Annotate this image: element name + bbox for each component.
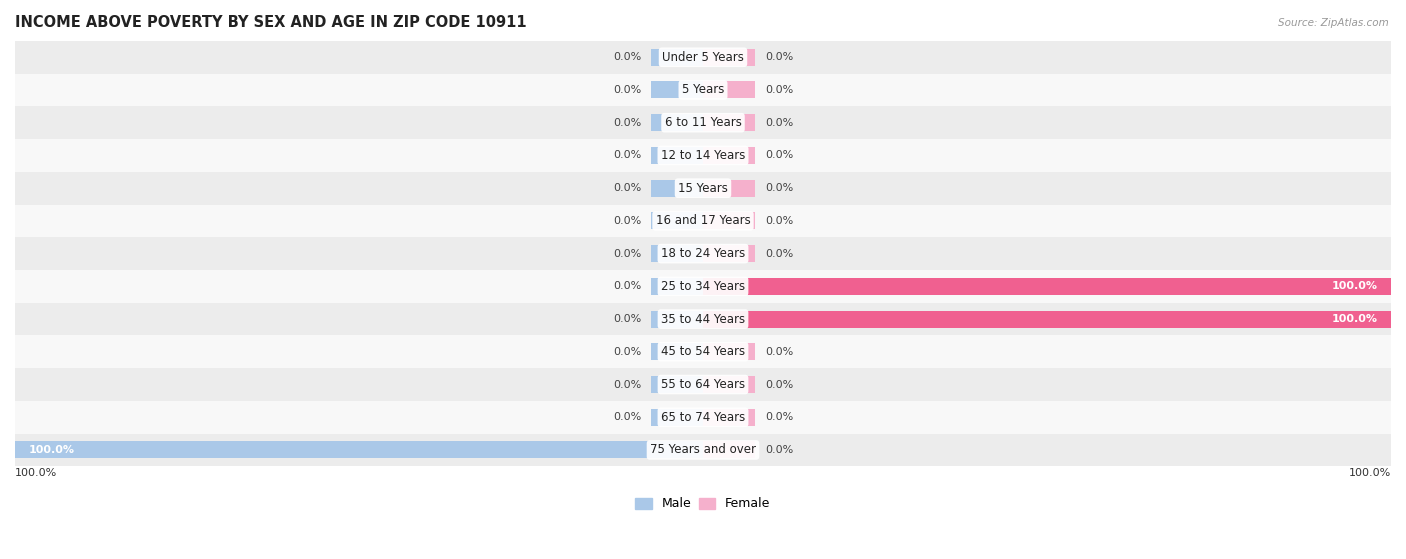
Bar <box>703 114 755 131</box>
Bar <box>651 82 703 98</box>
Bar <box>703 82 755 98</box>
Bar <box>651 311 703 328</box>
Bar <box>703 311 1391 328</box>
Text: 18 to 24 Years: 18 to 24 Years <box>661 247 745 260</box>
Bar <box>651 212 703 229</box>
Bar <box>651 376 703 393</box>
Text: 0.0%: 0.0% <box>613 216 641 226</box>
Text: 0.0%: 0.0% <box>613 183 641 193</box>
Legend: Male, Female: Male, Female <box>630 492 776 515</box>
Bar <box>15 335 1391 368</box>
Bar <box>703 278 1391 295</box>
Text: 0.0%: 0.0% <box>613 314 641 324</box>
Text: 12 to 14 Years: 12 to 14 Years <box>661 149 745 162</box>
Bar <box>15 303 1391 335</box>
Text: 65 to 74 Years: 65 to 74 Years <box>661 411 745 424</box>
Bar <box>651 245 703 262</box>
Bar <box>703 376 755 393</box>
Text: 6 to 11 Years: 6 to 11 Years <box>665 116 741 129</box>
Text: 35 to 44 Years: 35 to 44 Years <box>661 312 745 325</box>
Bar <box>15 442 703 458</box>
Text: 0.0%: 0.0% <box>765 183 793 193</box>
Bar <box>703 245 755 262</box>
Text: 0.0%: 0.0% <box>613 281 641 291</box>
Text: Source: ZipAtlas.com: Source: ZipAtlas.com <box>1278 18 1389 28</box>
Text: 0.0%: 0.0% <box>765 216 793 226</box>
Text: 55 to 64 Years: 55 to 64 Years <box>661 378 745 391</box>
Bar <box>651 147 703 164</box>
Bar <box>15 401 1391 434</box>
Text: 0.0%: 0.0% <box>613 118 641 127</box>
Bar <box>651 409 703 426</box>
Text: 100.0%: 100.0% <box>15 468 58 478</box>
Text: 0.0%: 0.0% <box>613 412 641 422</box>
Text: 0.0%: 0.0% <box>613 380 641 390</box>
Bar <box>703 179 755 197</box>
Text: 5 Years: 5 Years <box>682 83 724 97</box>
Bar <box>15 205 1391 237</box>
Text: 0.0%: 0.0% <box>613 347 641 357</box>
Bar <box>651 343 703 361</box>
Bar <box>15 368 1391 401</box>
Bar <box>15 106 1391 139</box>
Text: 100.0%: 100.0% <box>1331 281 1378 291</box>
Text: 16 and 17 Years: 16 and 17 Years <box>655 215 751 228</box>
Text: 100.0%: 100.0% <box>1331 314 1378 324</box>
Bar <box>651 278 703 295</box>
Bar <box>651 49 703 66</box>
Bar <box>703 49 755 66</box>
Bar <box>15 41 1391 74</box>
Text: 0.0%: 0.0% <box>613 52 641 62</box>
Bar <box>15 172 1391 205</box>
Text: 100.0%: 100.0% <box>28 445 75 455</box>
Text: 0.0%: 0.0% <box>613 85 641 95</box>
Text: 100.0%: 100.0% <box>1348 468 1391 478</box>
Text: 0.0%: 0.0% <box>765 150 793 160</box>
Text: INCOME ABOVE POVERTY BY SEX AND AGE IN ZIP CODE 10911: INCOME ABOVE POVERTY BY SEX AND AGE IN Z… <box>15 15 527 30</box>
Text: 0.0%: 0.0% <box>765 445 793 455</box>
Bar <box>703 147 755 164</box>
Bar <box>703 409 755 426</box>
Text: Under 5 Years: Under 5 Years <box>662 51 744 64</box>
Bar <box>703 343 755 361</box>
Bar <box>651 179 703 197</box>
Bar <box>15 237 1391 270</box>
Bar <box>703 442 755 458</box>
Text: 0.0%: 0.0% <box>765 118 793 127</box>
Text: 0.0%: 0.0% <box>765 412 793 422</box>
Text: 0.0%: 0.0% <box>765 85 793 95</box>
Text: 45 to 54 Years: 45 to 54 Years <box>661 345 745 358</box>
Text: 0.0%: 0.0% <box>765 249 793 259</box>
Text: 25 to 34 Years: 25 to 34 Years <box>661 280 745 293</box>
Text: 0.0%: 0.0% <box>613 249 641 259</box>
Text: 0.0%: 0.0% <box>765 347 793 357</box>
Bar <box>15 139 1391 172</box>
Bar <box>651 114 703 131</box>
Text: 75 Years and over: 75 Years and over <box>650 443 756 457</box>
Text: 0.0%: 0.0% <box>765 52 793 62</box>
Bar <box>15 434 1391 466</box>
Bar <box>15 270 1391 303</box>
Bar <box>703 212 755 229</box>
Text: 15 Years: 15 Years <box>678 182 728 195</box>
Text: 0.0%: 0.0% <box>613 150 641 160</box>
Text: 0.0%: 0.0% <box>765 380 793 390</box>
Bar <box>15 74 1391 106</box>
